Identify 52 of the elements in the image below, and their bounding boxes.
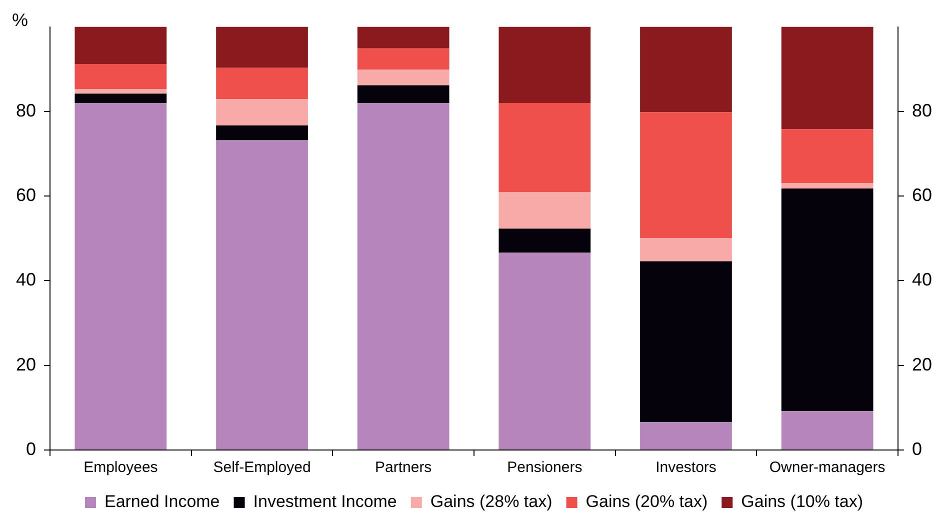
y2-tick-label: 60 (912, 185, 932, 206)
bar (498, 192, 591, 229)
bar (216, 99, 308, 126)
bar (357, 85, 450, 103)
y-tick-label: 0 (26, 438, 36, 459)
y-tick-label: 80 (16, 100, 36, 120)
bar (357, 102, 450, 450)
legend-label: Earned Income (104, 492, 220, 512)
legend-label: Gains (10% tax) (741, 492, 864, 512)
legend-label: Investment Income (253, 492, 397, 512)
bar (781, 129, 874, 183)
bar (74, 94, 167, 103)
bar (74, 64, 167, 90)
bar (74, 102, 167, 450)
x-tick-label: Pensioners (507, 459, 582, 476)
bar (357, 70, 450, 86)
legend-label: Gains (28% tax) (430, 492, 552, 512)
bar (640, 112, 732, 238)
bar (498, 252, 591, 450)
bar (74, 26, 167, 64)
bar (357, 48, 450, 70)
bar (640, 26, 732, 112)
bar (357, 26, 450, 48)
bar (216, 26, 308, 68)
x-tick-label: Employees (84, 459, 158, 476)
bar (74, 89, 167, 94)
bar (640, 422, 732, 450)
y-tick-label: 20 (16, 354, 36, 374)
y-tick-label: 40 (16, 270, 36, 290)
bar (498, 26, 591, 103)
y2-tick-label: 80 (912, 100, 932, 120)
bar (498, 228, 591, 253)
y2-tick-label: 40 (912, 270, 932, 290)
y2-tick-label: 0 (912, 438, 922, 459)
x-tick-label: Investors (656, 459, 716, 476)
bar (216, 125, 308, 140)
y-axis-title: % (12, 10, 28, 30)
bar (216, 140, 308, 450)
bar (781, 188, 874, 412)
bar (781, 182, 874, 188)
bar (498, 102, 591, 192)
legend-label: Gains (20% tax) (586, 492, 708, 512)
bar (216, 68, 308, 100)
x-tick-label: Partners (374, 459, 432, 476)
bar (640, 261, 732, 422)
bar (781, 26, 874, 130)
bar (781, 411, 874, 450)
y-tick-label: 60 (16, 185, 36, 206)
x-tick-label: Self-Employed (213, 459, 311, 476)
y2-tick-label: 20 (912, 354, 932, 374)
bar (640, 238, 732, 262)
x-tick-label: Owner-managers (769, 459, 886, 476)
